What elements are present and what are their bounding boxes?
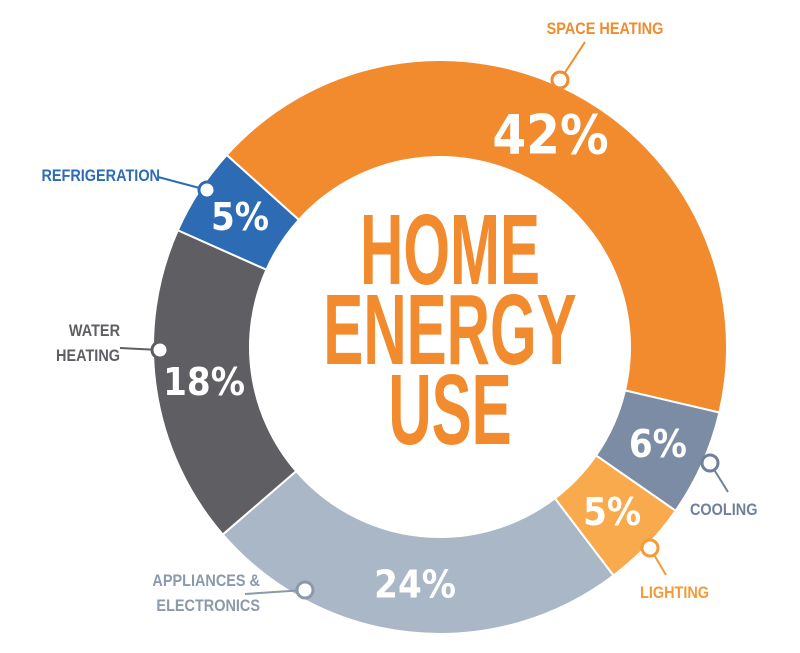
category-label: APPLIANCES & ELECTRONICS — [152, 571, 260, 615]
value-label: 42% — [492, 104, 608, 167]
connector-dot — [197, 180, 217, 200]
category-label: SPACE HEATING — [546, 19, 664, 38]
value-label: 5% — [583, 489, 641, 534]
connector-dot — [150, 340, 170, 360]
category-label: COOLING — [690, 500, 758, 519]
donut-slice — [221, 469, 615, 635]
category-label: WATER HEATING — [56, 321, 120, 365]
connector-dot — [700, 453, 720, 473]
category-label: REFRIGERATION — [41, 166, 160, 185]
value-label: 18% — [163, 359, 245, 404]
value-label: 24% — [374, 562, 456, 607]
value-label: 6% — [629, 421, 687, 466]
value-label: 5% — [211, 195, 269, 240]
category-label: LIGHTING — [640, 583, 710, 602]
chart-title: HOME ENERGY USE — [323, 194, 577, 466]
connector-dot — [640, 538, 660, 558]
donut-slice — [225, 59, 728, 414]
connector-dot — [295, 580, 315, 600]
connector-line — [244, 589, 306, 595]
connector-dot — [550, 70, 570, 90]
